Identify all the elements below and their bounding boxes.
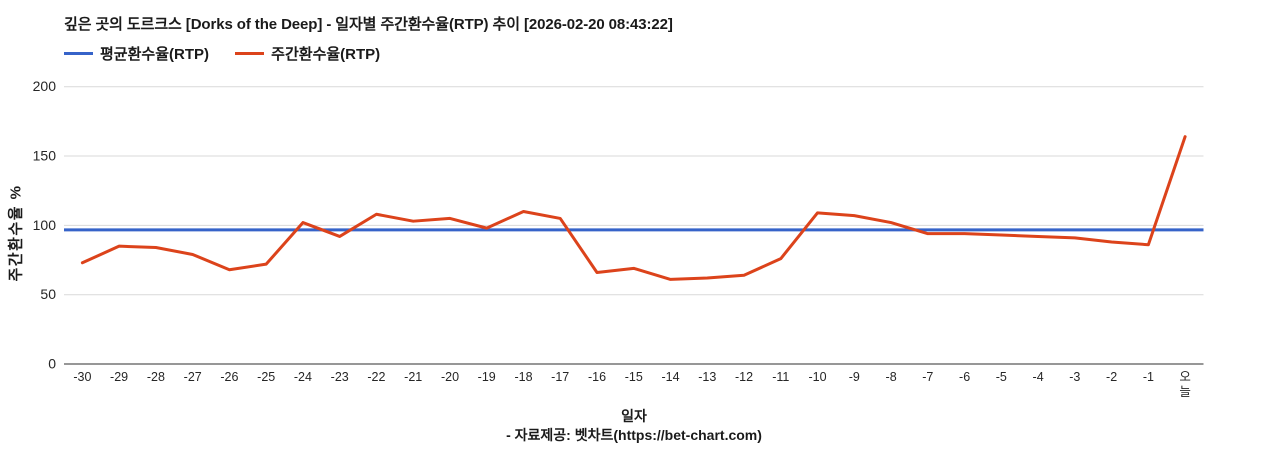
svg-text:100: 100 xyxy=(33,217,57,233)
svg-text:-9: -9 xyxy=(849,370,860,384)
svg-text:-24: -24 xyxy=(294,370,312,384)
svg-text:-20: -20 xyxy=(441,370,459,384)
svg-text:0: 0 xyxy=(48,356,56,372)
svg-text:-30: -30 xyxy=(73,370,91,384)
svg-text:-29: -29 xyxy=(110,370,128,384)
svg-text:-18: -18 xyxy=(514,370,532,384)
svg-text:50: 50 xyxy=(40,286,56,302)
svg-text:늘: 늘 xyxy=(1179,385,1191,399)
svg-text:-19: -19 xyxy=(478,370,496,384)
svg-text:-7: -7 xyxy=(922,370,933,384)
svg-text:-27: -27 xyxy=(184,370,202,384)
svg-text:-25: -25 xyxy=(257,370,275,384)
svg-text:-4: -4 xyxy=(1033,370,1044,384)
svg-text:-23: -23 xyxy=(331,370,349,384)
svg-text:-15: -15 xyxy=(625,370,643,384)
svg-text:-26: -26 xyxy=(220,370,238,384)
svg-text:-8: -8 xyxy=(886,370,897,384)
svg-text:-2: -2 xyxy=(1106,370,1117,384)
svg-text:-17: -17 xyxy=(551,370,569,384)
svg-text:-5: -5 xyxy=(996,370,1007,384)
svg-text:-11: -11 xyxy=(772,370,789,384)
svg-text:-14: -14 xyxy=(661,370,679,384)
svg-text:오: 오 xyxy=(1179,370,1191,384)
svg-text:-3: -3 xyxy=(1069,370,1080,384)
svg-text:-1: -1 xyxy=(1143,370,1154,384)
svg-text:-12: -12 xyxy=(735,370,753,384)
svg-text:-16: -16 xyxy=(588,370,606,384)
svg-text:150: 150 xyxy=(33,148,57,164)
svg-text:-13: -13 xyxy=(698,370,716,384)
svg-text:-28: -28 xyxy=(147,370,165,384)
svg-text:-10: -10 xyxy=(808,370,826,384)
svg-text:200: 200 xyxy=(33,78,57,94)
svg-text:-21: -21 xyxy=(404,370,422,384)
svg-text:-22: -22 xyxy=(367,370,385,384)
svg-text:-6: -6 xyxy=(959,370,970,384)
